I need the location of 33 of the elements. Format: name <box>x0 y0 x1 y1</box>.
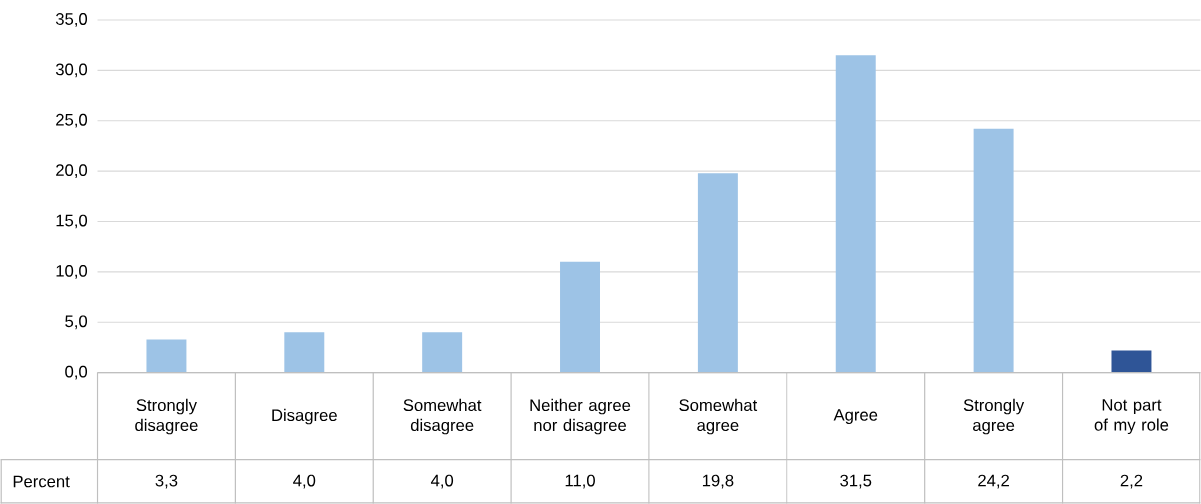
data-label: 3,3 <box>155 474 178 489</box>
y-tick-label: 25,0 <box>56 113 88 128</box>
x-tick-label: Not part of my role <box>1094 399 1169 434</box>
data-label: 4,0 <box>430 474 454 489</box>
x-tick-label: Somewhat agree <box>679 398 758 435</box>
bar <box>560 261 600 373</box>
bar <box>697 173 738 373</box>
x-tick-label: Strongly agree <box>963 398 1025 435</box>
data-label: 4,0 <box>293 474 316 489</box>
y-tick-label: 15,0 <box>56 214 88 229</box>
bar <box>146 339 187 373</box>
text: Percent <box>13 475 70 488</box>
bar <box>973 128 1014 373</box>
bar <box>835 55 876 373</box>
x-tick-label: Neither agree nor disagree <box>530 398 631 435</box>
bar <box>422 332 463 373</box>
data-label: 19,8 <box>702 474 734 489</box>
bar <box>284 332 325 373</box>
x-tick-label: Somewhat disagree <box>403 398 482 435</box>
x-tick-label: Disagree <box>272 408 337 425</box>
y-tick-label: 30,0 <box>55 63 88 78</box>
x-tick-label: Strongly disagree <box>135 398 198 435</box>
y-tick-label: 5,0 <box>65 315 88 330</box>
data-label: 24,2 <box>978 474 1009 489</box>
data-label: 11,0 <box>565 474 595 489</box>
data-label: 2,2 <box>1120 474 1143 489</box>
y-tick-label: 35,0 <box>55 13 88 27</box>
y-tick-label: 10,0 <box>56 264 88 279</box>
data-label: 31,5 <box>840 474 872 489</box>
y-tick-label: 0,0 <box>65 365 88 380</box>
bar <box>1111 350 1152 373</box>
y-tick-label: 20,0 <box>56 164 88 178</box>
x-tick-label: Agree <box>833 409 878 424</box>
